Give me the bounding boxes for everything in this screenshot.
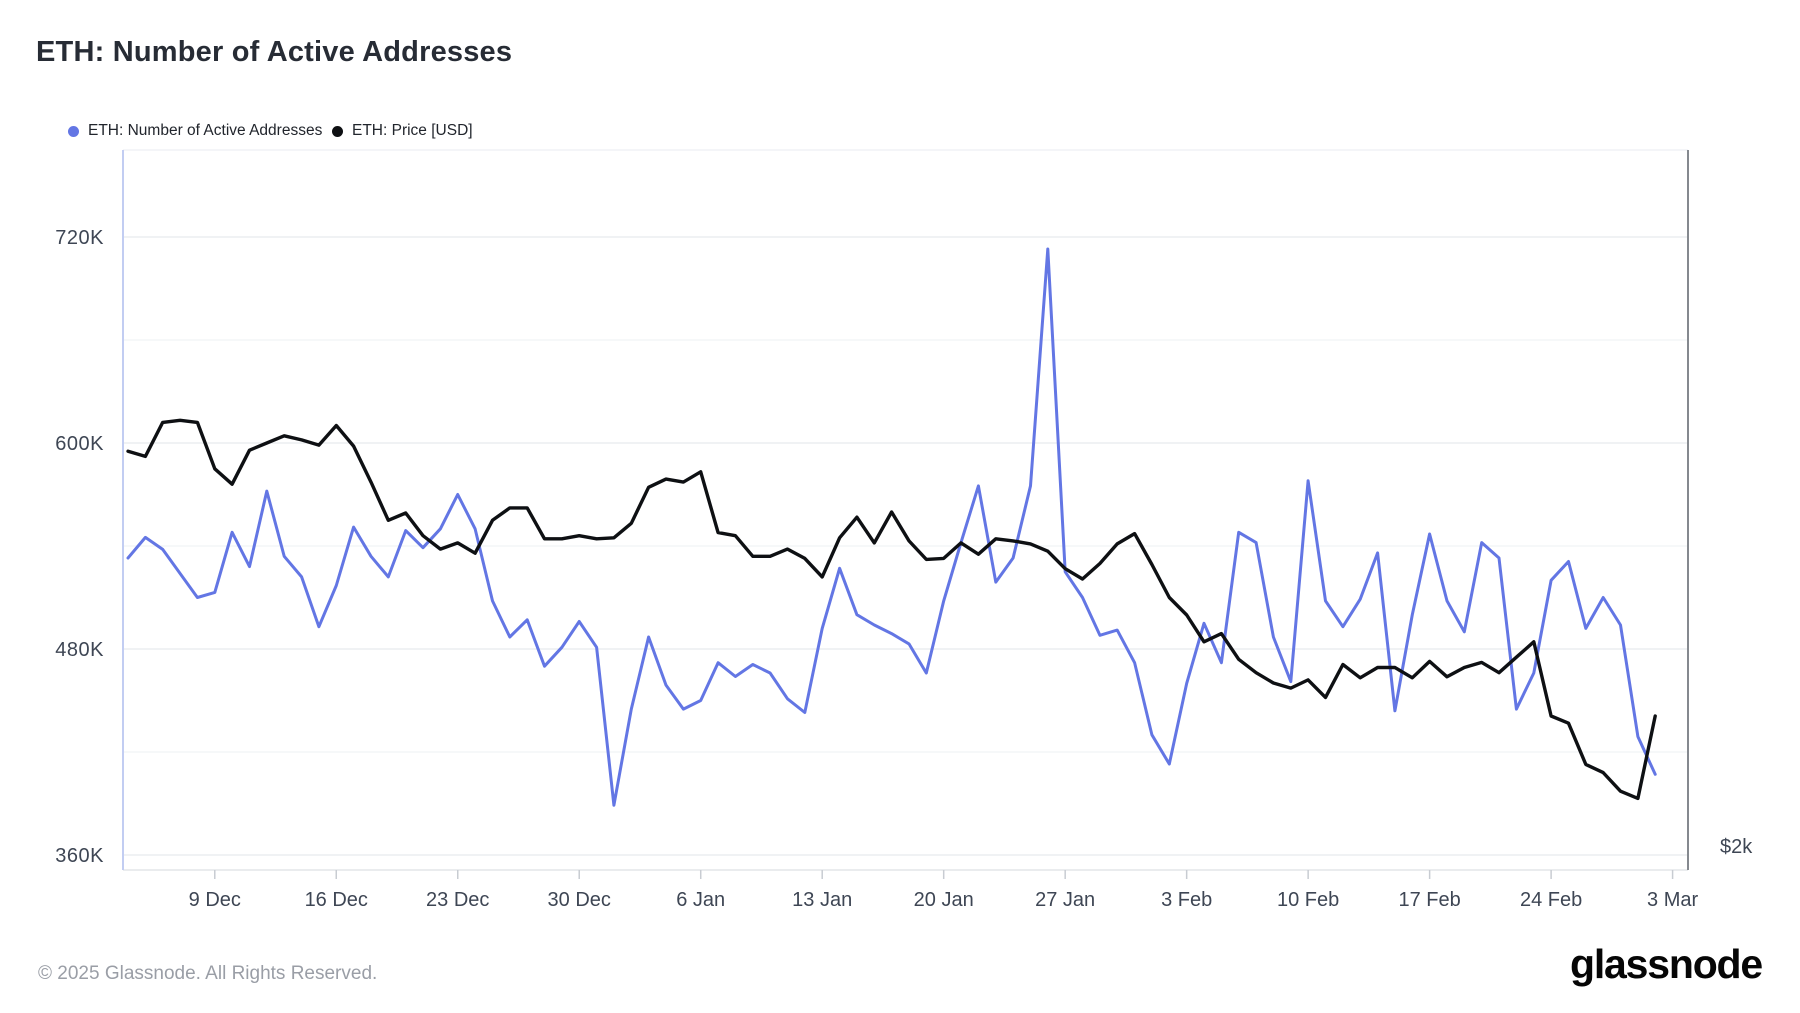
x-axis-label: 23 Dec: [426, 889, 489, 911]
y-axis-label: 480K: [55, 639, 104, 661]
legend-dot-price-icon: [332, 125, 343, 137]
y2-axis-label: $2k: [1720, 836, 1753, 858]
x-axis-label: 24 Feb: [1520, 889, 1582, 911]
x-axis-label: 13 Jan: [792, 889, 852, 911]
series-price-line[interactable]: [126, 418, 1657, 801]
x-axis-label: 27 Jan: [1035, 889, 1095, 911]
x-axis-label: 9 Dec: [189, 889, 241, 911]
legend-label-price: ETH: Price [USD]: [352, 122, 473, 139]
legend-item-active-addresses[interactable]: ETH: Number of Active Addresses: [68, 121, 322, 141]
series-active-addresses-line[interactable]: [126, 247, 1657, 807]
x-axis-label: 16 Dec: [305, 889, 368, 911]
legend-label-active-addresses: ETH: Number of Active Addresses: [88, 122, 323, 139]
x-axis-label: 3 Mar: [1647, 889, 1698, 911]
glassnode-logo[interactable]: glassnode: [1570, 941, 1763, 987]
page-title: ETH: Number of Active Addresses: [36, 36, 513, 68]
x-axis-label: 17 Feb: [1398, 889, 1460, 911]
x-axis-label: 6 Jan: [676, 889, 725, 911]
y-axis-label: 720K: [55, 227, 104, 249]
footer-copyright: © 2025 Glassnode. All Rights Reserved.: [38, 963, 378, 984]
y-axis-label: 360K: [55, 845, 104, 867]
y-axis-label: 600K: [55, 433, 104, 455]
legend-item-price[interactable]: ETH: Price [USD]: [332, 121, 473, 141]
legend-dot-active-addresses-icon: [68, 125, 79, 137]
x-axis-label: 10 Feb: [1277, 889, 1339, 911]
x-axis-label: 20 Jan: [914, 889, 974, 911]
chart-legend: ETH: Number of Active Addresses ETH: Pri…: [0, 121, 1800, 141]
x-axis-label: 3 Feb: [1161, 889, 1212, 911]
x-axis-label: 30 Dec: [548, 889, 611, 911]
